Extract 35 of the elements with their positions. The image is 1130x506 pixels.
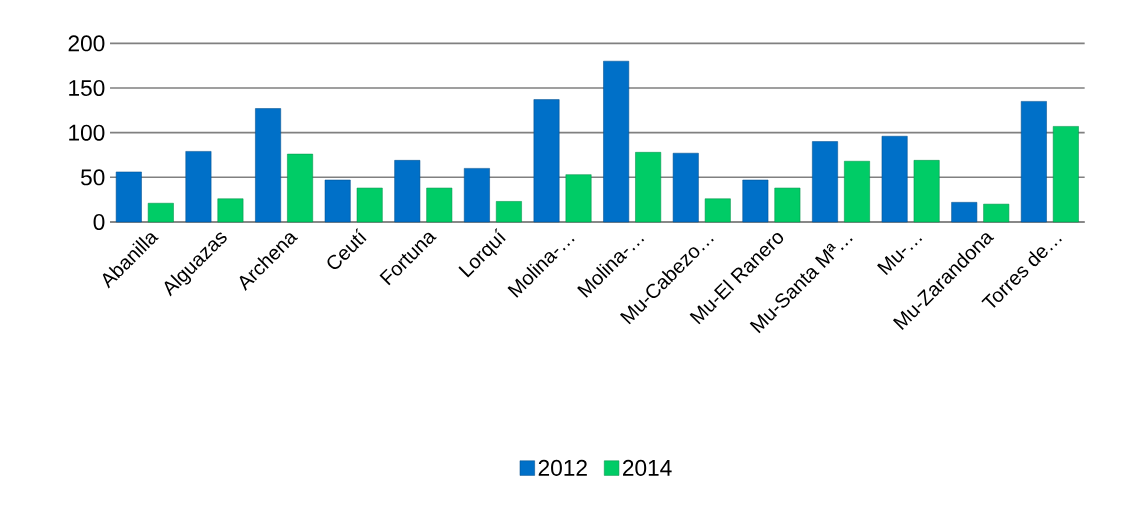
y-tick-label: 50 <box>80 169 105 186</box>
bar <box>844 160 870 223</box>
bar <box>394 160 421 223</box>
bar <box>1052 126 1079 223</box>
bar <box>565 174 592 223</box>
bar <box>495 201 522 223</box>
bar <box>774 187 801 223</box>
y-tick-label: 200 <box>68 35 105 52</box>
bar <box>324 179 351 223</box>
bar <box>463 168 490 223</box>
bar <box>217 198 244 223</box>
bar <box>255 108 281 223</box>
bar <box>1020 101 1047 223</box>
bar <box>287 153 313 223</box>
y-tick-label: 0 <box>93 213 105 231</box>
bar <box>635 152 662 223</box>
bar <box>983 203 1010 223</box>
bar <box>951 202 978 223</box>
bar <box>147 202 174 223</box>
bar <box>426 187 453 223</box>
bar <box>356 187 383 223</box>
bar <box>812 141 838 223</box>
bar <box>881 135 908 223</box>
bar <box>603 60 630 223</box>
bar <box>185 151 212 223</box>
legend-label: 2014 <box>623 459 672 476</box>
bar <box>913 160 940 223</box>
y-tick-label: 150 <box>69 79 105 97</box>
bar <box>672 152 699 223</box>
bar <box>704 198 731 223</box>
legend-label: 2012 <box>538 459 587 476</box>
bar <box>742 179 769 223</box>
y-tick-label: 100 <box>69 124 105 141</box>
bar <box>533 99 560 223</box>
bar <box>115 171 142 223</box>
